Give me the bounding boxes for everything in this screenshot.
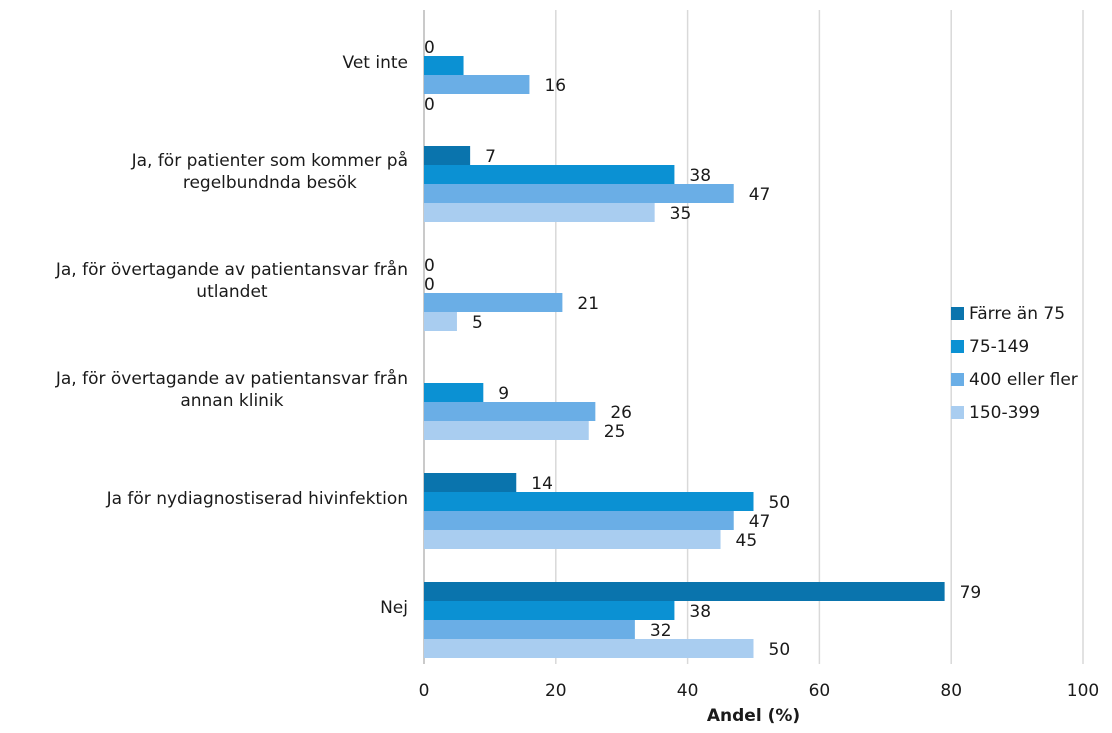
legend-item: 75-149: [951, 330, 1078, 363]
category-label-line: regelbundnda besök: [182, 172, 357, 193]
data-label: 47: [749, 185, 771, 205]
category-label-line: Nej: [380, 597, 408, 618]
category-label-line: utlandet: [196, 281, 268, 302]
x-axis-title: Andel (%): [706, 706, 801, 726]
legend-swatch: [951, 373, 964, 386]
bar: [424, 383, 484, 402]
data-label: 47: [749, 512, 771, 532]
data-label: 50: [769, 493, 791, 513]
legend-item: 400 eller fler: [951, 363, 1078, 396]
category-label-line: Ja, för övertagande av patientansvar frå…: [55, 368, 408, 389]
bar: [424, 184, 734, 203]
data-label: 16: [544, 76, 566, 96]
data-label: 38: [689, 166, 711, 186]
data-label: 7: [485, 147, 496, 167]
bar: [424, 511, 734, 530]
data-label: 26: [610, 403, 632, 423]
category-label: Nej: [380, 597, 408, 619]
bar: [424, 146, 471, 165]
data-label: 0: [424, 38, 435, 58]
bar: [424, 312, 457, 331]
bar: [424, 75, 530, 94]
legend-label: 150-399: [969, 402, 1041, 423]
legend-item: Färre än 75: [951, 297, 1078, 330]
bar: [424, 203, 655, 222]
legend-label: 400 eller fler: [969, 369, 1078, 390]
legend-label: 75-149: [969, 336, 1030, 357]
bar: [424, 620, 635, 639]
data-label: 21: [577, 294, 599, 314]
data-label: 5: [472, 313, 483, 333]
legend-swatch: [951, 340, 964, 353]
bar: [424, 402, 596, 421]
bar: [424, 582, 945, 601]
bar: [424, 293, 563, 312]
bar: [424, 530, 721, 549]
data-label: 0: [424, 95, 435, 115]
bar: [424, 56, 464, 75]
legend-swatch: [951, 307, 964, 320]
bar: [424, 601, 675, 620]
category-label-line: Ja, för övertagande av patientansvar frå…: [55, 259, 408, 280]
data-label: 35: [670, 204, 692, 224]
data-label: 9: [498, 384, 509, 404]
x-tick-label: 20: [545, 681, 567, 701]
data-label: 0: [424, 275, 435, 295]
category-label-line: annan klinik: [180, 390, 284, 411]
bar: [424, 421, 589, 440]
bar: [424, 165, 675, 184]
legend: Färre än 75 75-149 400 eller fler 150-399: [951, 297, 1078, 429]
data-label: 14: [531, 474, 553, 494]
category-label: Ja, för övertagande av patientansvar frå…: [56, 368, 408, 412]
data-label: 32: [650, 621, 672, 641]
bar: [424, 473, 517, 492]
x-tick-label: 60: [809, 681, 831, 701]
legend-label: Färre än 75: [969, 303, 1066, 324]
x-tick-label: 100: [1067, 681, 1099, 701]
category-label: Ja för nydiagnostiserad hivinfektion: [107, 488, 408, 510]
x-tick-label: 0: [419, 681, 430, 701]
category-label-line: Vet inte: [342, 52, 408, 73]
category-label: Ja, för övertagande av patientansvar frå…: [56, 259, 408, 303]
data-label: 25: [604, 422, 626, 442]
category-label: Ja, för patienter som kommer på regelbund…: [132, 150, 408, 194]
data-label: 45: [736, 531, 758, 551]
category-label-line: Ja för nydiagnostiserad hivinfektion: [106, 488, 408, 509]
bar: [424, 639, 754, 658]
data-label: 38: [689, 602, 711, 622]
legend-item: 150-399: [951, 396, 1078, 429]
category-label: Vet inte: [343, 52, 408, 74]
data-label: 50: [769, 640, 791, 660]
legend-swatch: [951, 406, 964, 419]
data-label: 79: [960, 583, 982, 603]
data-label: 0: [424, 256, 435, 276]
bar: [424, 492, 754, 511]
x-tick-label: 80: [940, 681, 962, 701]
category-label-line: Ja, för patienter som kommer på: [131, 150, 408, 171]
x-tick-label: 40: [677, 681, 699, 701]
